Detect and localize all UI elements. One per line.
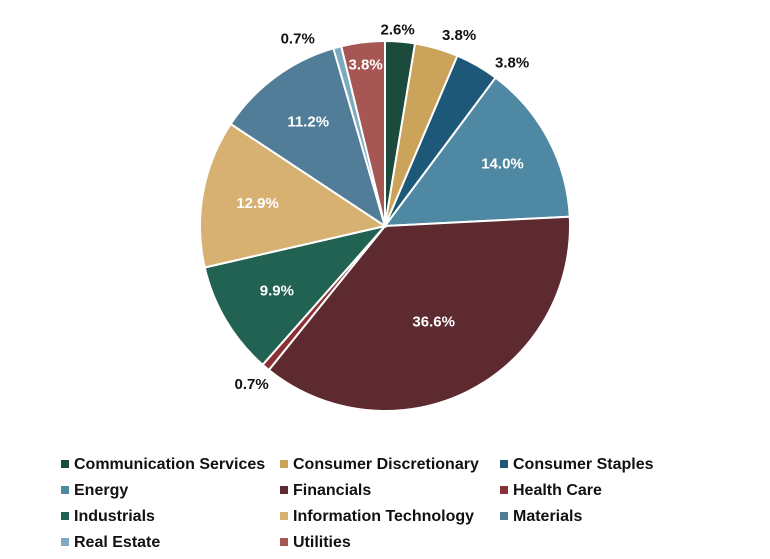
data-label-health-care: 0.7% [234, 376, 268, 393]
legend-label: Materials [513, 508, 583, 525]
legend-swatch [61, 512, 69, 520]
legend-item-materials: Materials [500, 507, 582, 527]
pie-slice-materials [229, 47, 387, 229]
data-label-consumer-staples: 3.8% [495, 55, 529, 72]
legend-swatch [500, 460, 508, 468]
legend-swatch [280, 512, 288, 520]
legend-label: Consumer Discretionary [293, 456, 479, 473]
legend-swatch [280, 486, 288, 494]
legend-swatch [61, 538, 69, 546]
legend-swatch [500, 486, 508, 494]
legend-label: Information Technology [293, 508, 475, 525]
data-label-consumer-discretionary: 3.8% [442, 27, 476, 44]
data-label-energy: 14.0% [481, 155, 524, 172]
legend-label: Health Care [513, 482, 602, 499]
data-label-utilities: 3.8% [348, 56, 382, 73]
pie-data-labels: 2.6% 3.8% 3.8% 14.0% 36.6% 0.7% 9.9% 12.9% 11.2%… [234, 21, 529, 393]
pie-slice-financials [267, 215, 571, 412]
pie-chart: 2.6% 3.8% 3.8% 14.0% 36.6% 0.7% 9.9% 12.9% 11.2%… [199, 21, 571, 412]
legend-swatch [280, 460, 288, 468]
pie-slice-utilities [340, 39, 386, 227]
data-label-materials: 11.2% [287, 114, 329, 131]
legend-item-health-care: Health Care [500, 481, 602, 501]
legend-item-consumer-discretionary: Consumer Discretionary [280, 455, 479, 475]
data-label-financials: 36.6% [412, 314, 455, 331]
pie-slice-industrials [203, 224, 388, 367]
legend-label: Industrials [74, 508, 155, 525]
legend-label: Financials [293, 482, 372, 499]
legend-swatch [500, 512, 508, 520]
legend-item-information-technology: Information Technology [280, 507, 474, 527]
legend-label: Real Estate [74, 534, 161, 551]
legend-item-industrials: Industrials [61, 507, 155, 527]
legend-swatch [280, 538, 288, 546]
legend-label: Communication Services [74, 456, 266, 473]
data-label-industrials: 9.9% [260, 282, 294, 299]
legend-item-communication-services: Communication Services [61, 455, 265, 475]
pie-slices [199, 39, 571, 412]
legend-swatch [61, 486, 69, 494]
pie-slice-energy [382, 76, 571, 228]
legend-label: Consumer Staples [513, 456, 654, 473]
legend-item-consumer-staples: Consumer Staples [500, 455, 653, 475]
data-label-real-estate: 0.7% [281, 30, 315, 47]
legend-label: Energy [74, 482, 129, 499]
legend-item-utilities: Utilities [280, 533, 351, 553]
legend-swatch [61, 460, 69, 468]
data-label-communication-services: 2.6% [380, 21, 414, 38]
pie-slice-information-technology [199, 122, 388, 269]
data-label-information-technology: 12.9% [236, 195, 279, 212]
legend-item-energy: Energy [61, 481, 128, 501]
legend-item-real-estate: Real Estate [61, 533, 160, 553]
legend-label: Utilities [293, 534, 351, 551]
legend-item-financials: Financials [280, 481, 371, 501]
